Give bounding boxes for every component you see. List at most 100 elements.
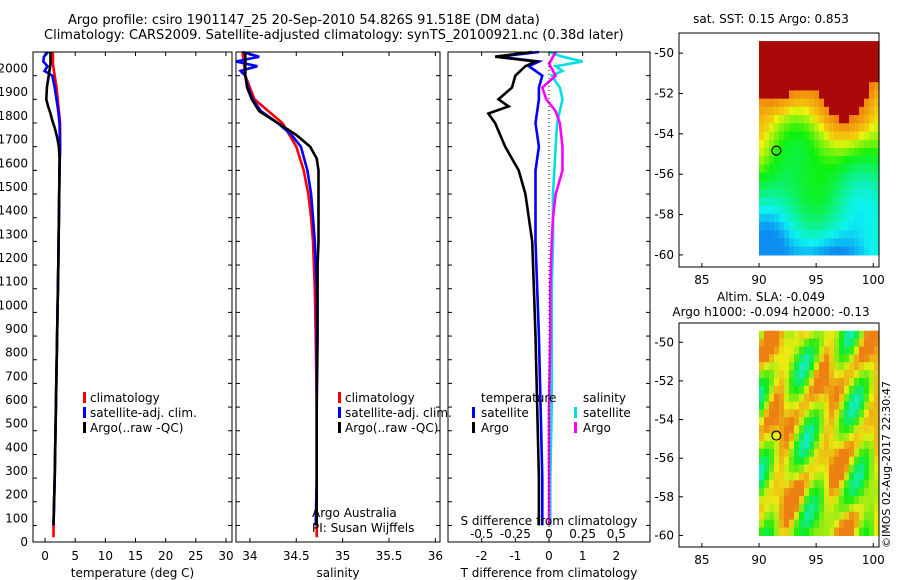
sst-map-cell xyxy=(809,106,815,116)
sla-map-cell xyxy=(799,511,805,521)
sla-map-cell xyxy=(834,401,840,411)
sla-map-cell xyxy=(759,377,765,387)
sla-map-cell xyxy=(839,503,845,513)
sst-map-cell xyxy=(874,49,880,59)
sla-map-cell xyxy=(799,448,805,458)
sst-map-cell xyxy=(804,197,810,207)
sst-map-cell xyxy=(769,197,775,207)
sla-map-cell xyxy=(774,377,780,387)
sla-map-cell xyxy=(814,519,820,529)
sla-map-cell xyxy=(869,425,875,434)
sla-map-cell xyxy=(819,503,825,513)
sst-map-cell xyxy=(759,82,765,92)
sst-map-cell xyxy=(864,65,870,75)
sla-map-cell xyxy=(779,385,785,395)
sst-map-cell xyxy=(859,90,865,100)
sla-map-cell xyxy=(869,338,875,348)
sst-map-cell xyxy=(854,246,860,256)
sst-map-cell xyxy=(864,172,870,182)
difference-panel-xtick-label-3: 1 xyxy=(579,549,587,563)
sst-map-cell xyxy=(859,147,865,157)
sla-map-cell xyxy=(829,377,835,387)
sst-map-cell xyxy=(864,213,870,223)
sla-map-cell xyxy=(829,401,835,411)
sla-map-cell xyxy=(874,448,880,458)
sla-map-cell xyxy=(819,425,825,434)
temperature-panel-xtick-label-4: 20 xyxy=(158,549,173,563)
sst-map-cell xyxy=(834,106,840,116)
sst-map-cell xyxy=(869,172,875,182)
sla-map-cell xyxy=(774,496,780,505)
sla-map-subtitle: Argo h1000: -0.094 h2000: -0.13 xyxy=(672,305,869,319)
sst-map-cell xyxy=(844,172,850,182)
sla-map-cell xyxy=(794,338,800,348)
sst-map-cell xyxy=(784,246,790,256)
sst-map-cell xyxy=(789,115,795,124)
sla-map-cell xyxy=(809,338,815,348)
sla-map-cell xyxy=(779,448,785,458)
sla-map-cell xyxy=(869,393,875,403)
sst-map-cell xyxy=(814,213,820,223)
sst-map-cell xyxy=(849,197,855,207)
sst-map-cell xyxy=(834,82,840,92)
sst-map-cell xyxy=(849,172,855,182)
sla-map-cell xyxy=(864,370,870,379)
sla-map-cell xyxy=(804,527,810,537)
sla-map-cell xyxy=(784,338,790,348)
sst-map-cell xyxy=(874,115,880,124)
sla-map-cell xyxy=(834,527,840,537)
sst-map-cell xyxy=(784,189,790,198)
sla-map-cell xyxy=(809,464,815,474)
sla-map-cell xyxy=(829,354,835,363)
sst-map-cell xyxy=(759,222,765,231)
sla-map-cell xyxy=(874,511,880,521)
sla-map-cell xyxy=(824,346,830,355)
sst-map-cell xyxy=(809,180,815,190)
sla-map-cell xyxy=(814,330,820,340)
sla-map-cell xyxy=(809,417,815,426)
sst-map-cell xyxy=(819,73,825,83)
sla-map-cell xyxy=(789,409,795,418)
sst-map-cell xyxy=(834,213,840,223)
sla-map-cell xyxy=(809,472,815,481)
sla-map-cell xyxy=(864,503,870,513)
sla-map-cell xyxy=(784,377,790,387)
sst-map-cell xyxy=(799,164,805,174)
sst-map-cell xyxy=(804,57,810,67)
sla-map-xtick-label-3: 100 xyxy=(862,553,885,567)
sla-map-cell xyxy=(834,362,840,371)
sla-map-cell xyxy=(834,448,840,458)
sst-map-cell xyxy=(859,131,865,141)
sst-map-cell xyxy=(804,131,810,141)
sst-map-cell xyxy=(779,246,785,256)
sla-map-cell xyxy=(789,330,795,340)
sst-map-cell xyxy=(809,115,815,124)
sla-map-cell xyxy=(844,393,850,403)
sst-map-cell xyxy=(869,189,875,198)
sla-map-cell xyxy=(794,503,800,513)
sla-map-cell xyxy=(824,488,830,497)
sla-map-cell xyxy=(844,519,850,529)
sst-map-cell xyxy=(869,115,875,124)
sla-map-cell xyxy=(874,480,880,489)
sla-map-cell xyxy=(779,464,785,474)
sst-map-cell xyxy=(804,65,810,75)
sla-map-cell xyxy=(784,472,790,481)
sst-map-cell xyxy=(759,246,765,256)
sst-map-cell xyxy=(824,106,830,116)
sla-map-cell xyxy=(814,354,820,363)
sst-map-cell xyxy=(799,98,805,108)
sst-map-cell xyxy=(824,197,830,207)
sst-map-ytick-label-5: -60 xyxy=(654,248,674,262)
sst-map-cell xyxy=(839,98,845,108)
salinity-annotation-line-2: PI: Susan Wijffels xyxy=(312,521,414,535)
sst-map-cell xyxy=(789,131,795,141)
sst-map-cell xyxy=(824,49,830,59)
sst-map-cell xyxy=(839,197,845,207)
sst-map-cell xyxy=(839,73,845,83)
sst-map-cell xyxy=(869,49,875,59)
sst-map-cell xyxy=(864,131,870,141)
sla-map-cell xyxy=(784,511,790,521)
sst-map-cell xyxy=(859,82,865,92)
sla-map-cell xyxy=(779,503,785,513)
